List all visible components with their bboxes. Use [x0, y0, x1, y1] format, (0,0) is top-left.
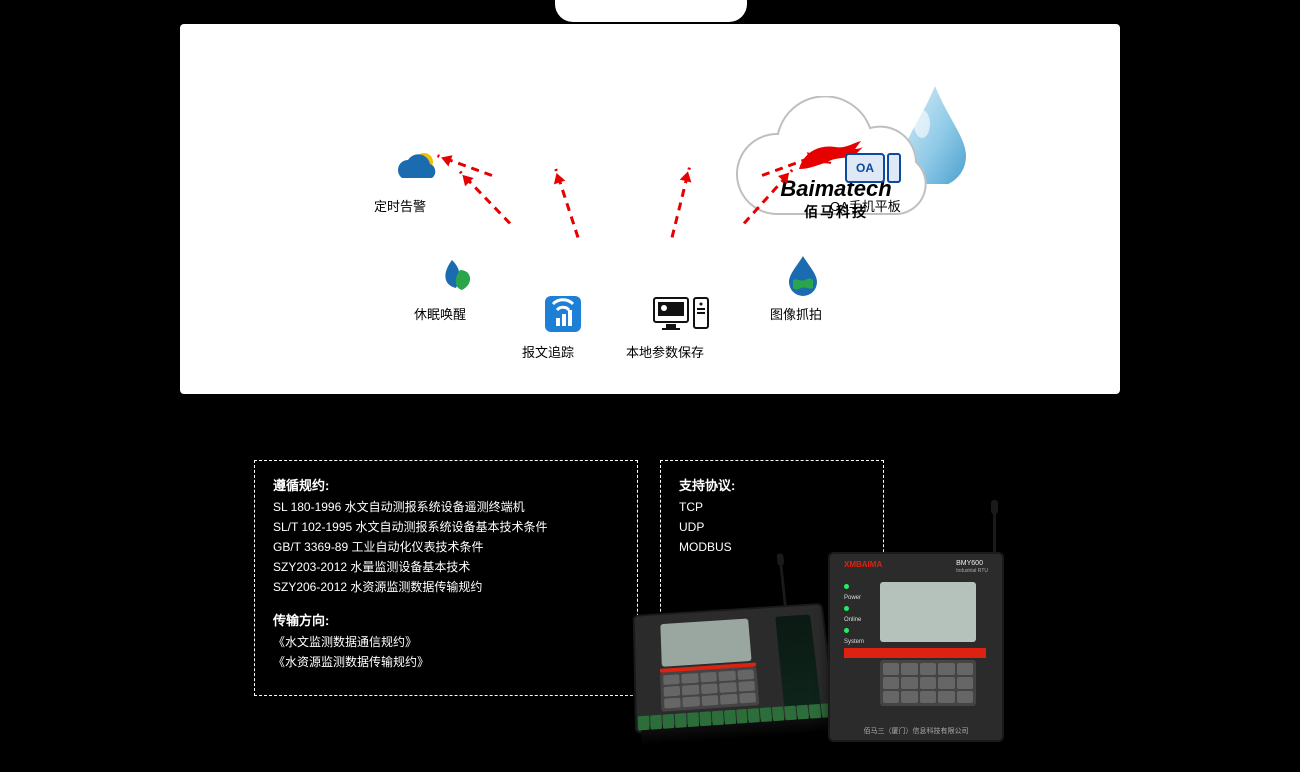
device-screen — [660, 618, 751, 666]
weather-cloud-sun-icon — [394, 148, 440, 188]
node-label-mid-right: 图像抓拍 — [770, 304, 822, 323]
standard-line: SL/T 102-1995 水文自动测报系统设备基本技术条件 — [273, 518, 637, 536]
led-label: System — [844, 626, 868, 648]
standard-line: SZY203-2012 水量监测设备基本技术 — [273, 558, 637, 576]
standard-line: GB/T 3369-89 工业自动化仪表技术条件 — [273, 538, 637, 556]
device-subtitle: Industrial RTU — [956, 568, 988, 574]
led-label: Power — [844, 582, 868, 604]
rtu-device-angled — [633, 603, 837, 734]
device-model: BMY600 Industrial RTU — [956, 560, 988, 574]
standard-line: SL 180-1996 水文自动测报系统设备遥测终端机 — [273, 498, 637, 516]
device-model-text: BMY600 — [956, 560, 983, 567]
device-side-panel — [775, 614, 821, 707]
device-keypad — [660, 666, 759, 711]
standards-box: 遵循规约: SL 180-1996 水文自动测报系统设备遥测终端机 SL/T 1… — [254, 460, 638, 696]
node-label-bot-1: 报文追踪 — [522, 342, 574, 361]
water-globe-icon — [780, 256, 826, 296]
device-red-strip — [844, 648, 986, 658]
signal-bars-icon — [540, 294, 586, 334]
protocol-line: UDP — [679, 518, 883, 536]
antenna-icon — [993, 506, 996, 554]
node-label-top-right: OA手机平板 — [830, 196, 901, 215]
device-footer: 佰马三（厦门）信息科技有限公司 — [828, 726, 1004, 736]
standard-line: SZY206-2012 水资源监测数据传输规约 — [273, 578, 637, 596]
device-screen — [880, 582, 976, 642]
transmission-line: 《水文监测数据通信规约》 — [273, 633, 637, 651]
oa-badge: OA — [845, 153, 885, 183]
protocols-title: 支持协议: — [679, 475, 883, 494]
eco-leaf-icon — [432, 256, 478, 296]
arrow-to-bot_2 — [671, 167, 691, 238]
oa-devices-icon: OA — [842, 148, 904, 188]
rtu-device-front: XMBAIMA BMY600 Industrial RTU Power Onli… — [828, 552, 1004, 742]
top-tab-notch — [555, 0, 747, 22]
transmission-line: 《水资源监测数据传输规约》 — [273, 653, 637, 671]
node-label-mid-left: 休眠唤醒 — [414, 304, 466, 323]
protocol-line: TCP — [679, 498, 883, 516]
arrow-to-mid_left — [459, 171, 511, 225]
node-label-top-left: 定时告警 — [374, 196, 426, 215]
arrow-to-bot_1 — [554, 169, 579, 238]
standards-title: 遵循规约: — [273, 475, 637, 494]
transmission-title: 传输方向: — [273, 610, 637, 629]
device-keypad — [880, 660, 976, 706]
diagram-panel: Baimatech 佰马科技 定时告警 休眠唤醒 报文追踪 — [180, 24, 1120, 394]
device-brand: XMBAIMA — [844, 560, 882, 569]
node-label-bot-2: 本地参数保存 — [626, 342, 704, 361]
monitor-desktop-icon — [652, 294, 712, 334]
oa-phone-shape — [887, 153, 901, 183]
led-label: Online — [844, 604, 868, 626]
